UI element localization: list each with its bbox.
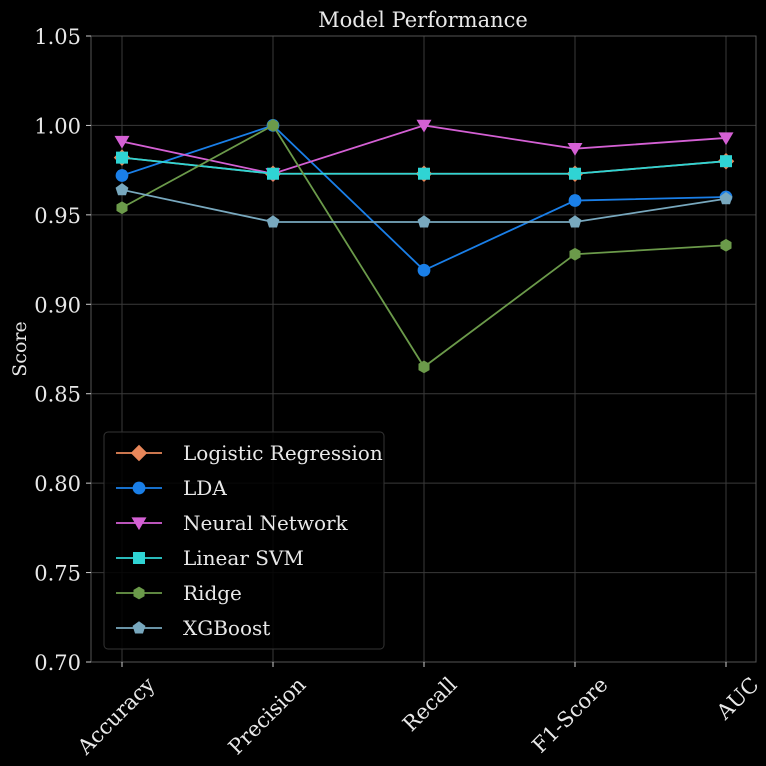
y-tick-label: 0.75 — [34, 562, 81, 586]
marker-triangle — [718, 132, 734, 146]
marker-pentagon — [568, 215, 582, 228]
y-tick-label: 0.85 — [34, 383, 81, 407]
legend-item: XGBoost — [116, 616, 270, 640]
marker-hexagon — [569, 247, 581, 261]
legend-item: Logistic Regression — [116, 441, 383, 465]
marker-hexagon — [267, 119, 279, 132]
legend-label: Ridge — [183, 581, 242, 605]
marker-circle — [417, 263, 431, 277]
marker-circle — [568, 194, 582, 207]
series-linear-svm — [116, 151, 732, 180]
series-xgboost — [115, 183, 733, 228]
marker-circle — [132, 481, 146, 495]
marker-square — [116, 151, 128, 164]
y-tick-label: 0.90 — [34, 293, 81, 317]
legend-label: Linear SVM — [183, 546, 304, 570]
y-tick-label: 0.80 — [34, 472, 81, 496]
marker-hexagon — [720, 238, 732, 252]
legend-label: Neural Network — [183, 511, 349, 535]
chart-title: Model Performance — [318, 8, 528, 32]
legend-item: Linear SVM — [116, 546, 304, 570]
legend-label: XGBoost — [183, 616, 270, 640]
marker-hexagon — [116, 201, 128, 215]
marker-square — [133, 552, 145, 564]
marker-hexagon — [418, 360, 430, 374]
legend-item: Ridge — [116, 581, 242, 605]
series-group — [113, 119, 735, 374]
y-tick-label: 1.05 — [34, 25, 81, 49]
marker-circle — [115, 169, 129, 182]
legend-label: LDA — [183, 476, 227, 500]
y-tick-label: 0.95 — [34, 204, 81, 228]
marker-pentagon — [132, 621, 146, 634]
marker-square — [569, 167, 581, 180]
legend-label: Logistic Regression — [183, 441, 383, 465]
legend: Logistic Regression LDA Neural Network Line… — [103, 431, 385, 650]
marker-square — [720, 155, 732, 168]
legend-box — [103, 431, 385, 650]
marker-square — [418, 167, 430, 180]
y-tick-label: 0.70 — [34, 651, 81, 675]
legend-item: LDA — [116, 476, 227, 500]
marker-diamond — [130, 444, 148, 462]
y-tick-label: 1.00 — [34, 114, 81, 138]
marker-pentagon — [417, 215, 431, 228]
marker-triangle — [114, 135, 130, 149]
marker-hexagon — [133, 586, 145, 600]
marker-pentagon — [266, 215, 280, 228]
marker-triangle — [131, 517, 147, 531]
marker-triangle — [567, 143, 583, 156]
marker-square — [267, 167, 279, 180]
marker-pentagon — [719, 192, 733, 205]
legend-item: Neural Network — [116, 511, 349, 535]
marker-pentagon — [115, 183, 129, 196]
y-axis-ticks: 0.70 0.75 0.80 0.85 0.90 0.95 1.00 1.05 — [34, 25, 91, 675]
y-axis-label: Score — [9, 321, 31, 376]
series-ridge — [116, 119, 732, 374]
marker-triangle — [416, 119, 432, 133]
